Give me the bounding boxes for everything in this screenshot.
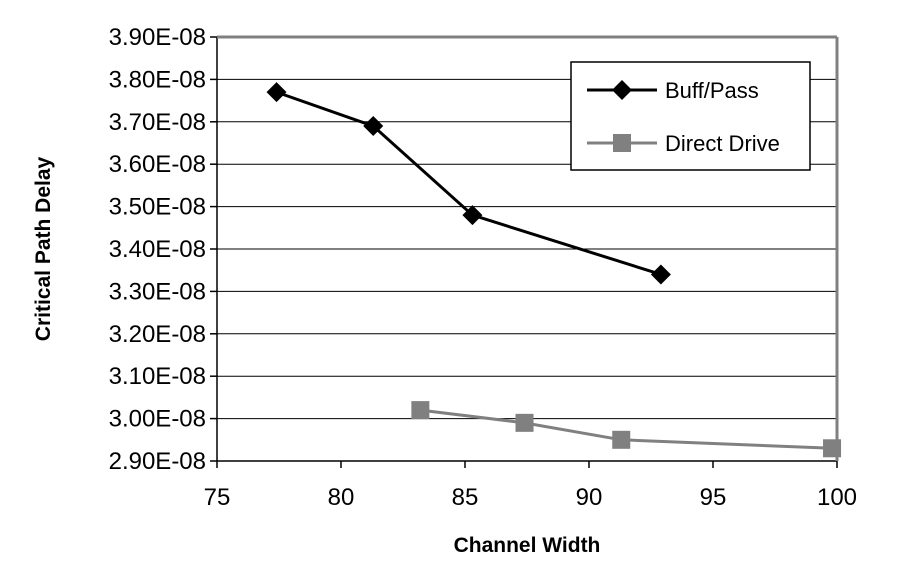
y-tick-label: 3.00E-08 (109, 406, 206, 433)
y-tick-label: 3.80E-08 (109, 66, 206, 93)
y-tick-labels: 3.90E-08 3.80E-08 3.70E-08 3.60E-08 3.50E-08… (109, 24, 217, 475)
x-axis-title: Channel Width (454, 534, 601, 557)
y-tick-label: 3.50E-08 (109, 194, 206, 221)
legend-entry-1: Direct Drive (587, 131, 780, 156)
y-axis-title: Critical Path Delay (32, 156, 55, 341)
legend-label: Buff/Pass (665, 78, 759, 103)
y-tick-label: 3.40E-08 (109, 236, 206, 263)
legend-label: Direct Drive (665, 131, 780, 156)
x-tick-labels: 75 80 85 90 95 100 (204, 461, 857, 511)
series-group (266, 82, 842, 458)
series-1 (411, 401, 842, 458)
series-line (276, 90, 662, 276)
data-point-marker (411, 401, 430, 420)
data-point-marker (266, 82, 287, 103)
data-point-marker (650, 264, 671, 285)
data-point-marker (823, 439, 842, 458)
legend-entry-0: Buff/Pass (587, 78, 759, 103)
y-tick-label: 3.90E-08 (109, 24, 206, 51)
x-tick-label: 80 (328, 484, 355, 511)
y-tick-label: 3.60E-08 (109, 151, 206, 178)
x-tick-label: 75 (204, 484, 231, 511)
data-point-marker (612, 430, 631, 449)
legend-box (570, 61, 811, 171)
x-tick-label: 85 (452, 484, 479, 511)
y-tick-label: 3.10E-08 (109, 363, 206, 390)
data-point-marker (462, 205, 483, 226)
x-tick-label: 90 (576, 484, 603, 511)
data-point-marker (363, 116, 384, 137)
data-point-marker (515, 413, 534, 432)
y-tick-label: 3.70E-08 (109, 109, 206, 136)
legend-swatch-marker (613, 134, 631, 152)
legend-swatch-marker (612, 80, 632, 100)
legend: Buff/Pass Direct Drive (570, 61, 811, 171)
x-tick-label: 100 (817, 484, 857, 511)
y-tick-label: 3.30E-08 (109, 278, 206, 305)
series-line (420, 408, 833, 450)
x-tick-label: 95 (700, 484, 727, 511)
y-tick-label: 2.90E-08 (109, 448, 206, 475)
series-0 (266, 82, 671, 285)
y-tick-label: 3.20E-08 (109, 321, 206, 348)
